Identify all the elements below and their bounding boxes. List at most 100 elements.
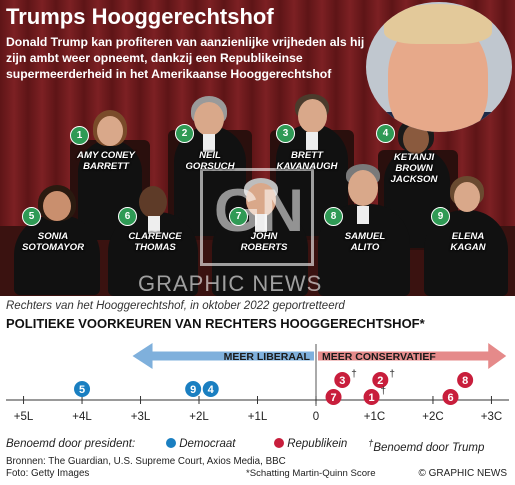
legend: Benoemd door president: Democraat Republ… bbox=[6, 438, 511, 454]
justice-number-badge: 3 bbox=[276, 124, 295, 143]
point-number-label: 5 bbox=[79, 384, 85, 396]
justice-face bbox=[139, 186, 167, 218]
republican-dot-icon bbox=[274, 438, 284, 448]
justice-point: 7 bbox=[325, 389, 342, 405]
ideology-chart: MEER LIBERAAL MEER CONSERVATIEF +5L +4L +3… bbox=[6, 343, 509, 423]
point-number-label: 1 bbox=[368, 392, 374, 404]
justice-number-badge: 5 bbox=[22, 207, 41, 226]
trump-appointee-dagger: † bbox=[351, 369, 357, 380]
justice-name-label: AMY CONEY BARRETT bbox=[77, 150, 135, 172]
conservative-arrow bbox=[317, 343, 507, 369]
legend-republican-label: Republikein bbox=[287, 438, 348, 450]
point-number-label: 6 bbox=[447, 392, 453, 404]
justice-point: 2† bbox=[372, 369, 395, 388]
republican-point-marker bbox=[442, 389, 459, 405]
justice-collar bbox=[255, 214, 267, 232]
justice-number-badge: 4 bbox=[376, 124, 395, 143]
justice-number-badge: 7 bbox=[229, 207, 248, 226]
x-tick-label: +5L bbox=[14, 411, 34, 423]
x-tick-label: +1C bbox=[364, 411, 385, 423]
justice-collar bbox=[203, 134, 215, 152]
point-number-label: 2 bbox=[377, 375, 383, 387]
justice-face bbox=[246, 183, 276, 217]
data-points: 5 9 43†72†1†86 bbox=[74, 369, 474, 405]
trump-portrait bbox=[366, 2, 512, 132]
legend-trump: †Benoemd door Trump bbox=[368, 438, 484, 454]
chart-title: POLITIEKE VOORKEUREN VAN RECHTERS HOOGGE… bbox=[6, 316, 425, 331]
direction-arrows: MEER LIBERAAL MEER CONSERVATIEF bbox=[132, 343, 507, 369]
legend-appointed-label: Benoemd door president: bbox=[6, 438, 136, 450]
justice-name-label: SAMUEL ALITO bbox=[344, 231, 386, 253]
page-subtitle: Donald Trump kan profiteren van aanzienl… bbox=[6, 35, 365, 81]
justice-face bbox=[348, 170, 378, 206]
justice-figure bbox=[14, 215, 100, 295]
justice-name-label: CLARENCE THOMAS bbox=[128, 231, 182, 253]
legend-republican: Republikein bbox=[274, 438, 347, 450]
watermark-text: GRAPHIC NEWS bbox=[138, 271, 323, 296]
justice-point: 9 bbox=[185, 381, 202, 397]
democrat-dot-icon bbox=[166, 438, 176, 448]
photo-credit: Foto: Getty Images bbox=[6, 468, 90, 479]
sources-text: Bronnen: The Guardian, U.S. Supreme Cour… bbox=[6, 456, 286, 467]
footnote: *Schatting Martin-Quinn Score bbox=[246, 468, 376, 479]
justice-name-label: KETANJI BROWN JACKSON bbox=[390, 152, 438, 185]
justice-name-label: BRETT KAVANAUGH bbox=[276, 150, 338, 172]
legend-trump-label: Benoemd door Trump bbox=[373, 441, 485, 454]
court-photo: GN GRAPHIC NEWS Trumps Hooggerechtshof D… bbox=[0, 0, 515, 296]
democrat-point-marker bbox=[74, 381, 91, 397]
justice-number-badge: 6 bbox=[118, 207, 137, 226]
republican-point-marker bbox=[325, 389, 342, 405]
point-number-label: 7 bbox=[330, 392, 336, 404]
justice-face bbox=[43, 191, 71, 221]
justice-number-badge: 8 bbox=[324, 207, 343, 226]
x-tick-label: 0 bbox=[313, 411, 319, 423]
trump-appointee-dagger: † bbox=[381, 386, 387, 397]
justice-face bbox=[97, 116, 123, 146]
justice-name-label: SONIA SOTOMAYOR bbox=[21, 231, 84, 253]
conservative-arrow-label: MEER CONSERVATIEF bbox=[322, 351, 436, 363]
justice-point: 5 bbox=[74, 381, 91, 397]
justice-collar bbox=[306, 132, 318, 150]
democrat-point-marker bbox=[185, 381, 202, 397]
x-tick-label: +3L bbox=[131, 411, 151, 423]
copyright: © GRAPHIC NEWS bbox=[418, 468, 508, 479]
legend-democrat-label: Democraat bbox=[179, 438, 236, 450]
sources: Bronnen: The Guardian, U.S. Supreme Cour… bbox=[6, 456, 286, 480]
justice-point: 3† bbox=[334, 369, 357, 388]
point-number-label: 3 bbox=[339, 375, 345, 387]
legend-democrat: Democraat bbox=[166, 438, 235, 450]
point-number-label: 9 bbox=[190, 384, 196, 396]
trump-hair bbox=[384, 4, 492, 44]
justice-collar bbox=[357, 206, 369, 224]
justice-number-badge: 2 bbox=[175, 124, 194, 143]
republican-point-marker bbox=[457, 372, 474, 388]
republican-point-marker bbox=[334, 372, 351, 388]
x-tick-label: +1L bbox=[248, 411, 268, 423]
justice-point: 6 bbox=[442, 389, 459, 405]
x-tick-label: +4L bbox=[72, 411, 92, 423]
democrat-point-marker bbox=[202, 381, 219, 397]
justice-number-badge: 9 bbox=[431, 207, 450, 226]
justice-point: 8 bbox=[457, 372, 474, 388]
justice-name-label: ELENA KAGAN bbox=[450, 231, 486, 253]
justice-collar bbox=[148, 216, 160, 234]
republican-point-marker bbox=[363, 389, 380, 405]
republican-point-marker bbox=[372, 372, 389, 388]
justice-face bbox=[194, 102, 224, 136]
watermark-logo-frame bbox=[200, 168, 314, 266]
justice-number-badge: 1 bbox=[70, 126, 89, 145]
x-tick-label: +2C bbox=[422, 411, 443, 423]
photo-caption: Rechters van het Hooggerechtshof, in okt… bbox=[6, 300, 345, 312]
justice-name-label: NEIL GORSUCH bbox=[185, 150, 235, 172]
x-tick-label: +3C bbox=[481, 411, 502, 423]
point-number-label: 4 bbox=[208, 384, 215, 396]
x-axis-ticks: +5L +4L +3L +2L +1L 0 +1C +2C +3C bbox=[14, 396, 502, 423]
trump-appointee-dagger: † bbox=[389, 369, 395, 380]
justice-face bbox=[298, 99, 327, 133]
dagger-mark: † bbox=[368, 438, 374, 449]
x-tick-label: +2L bbox=[189, 411, 209, 423]
page-title: Trumps Hooggerechtshof bbox=[6, 4, 274, 29]
watermark-logo: GN bbox=[214, 177, 304, 244]
justice-name-label: JOHN ROBERTS bbox=[240, 231, 288, 253]
